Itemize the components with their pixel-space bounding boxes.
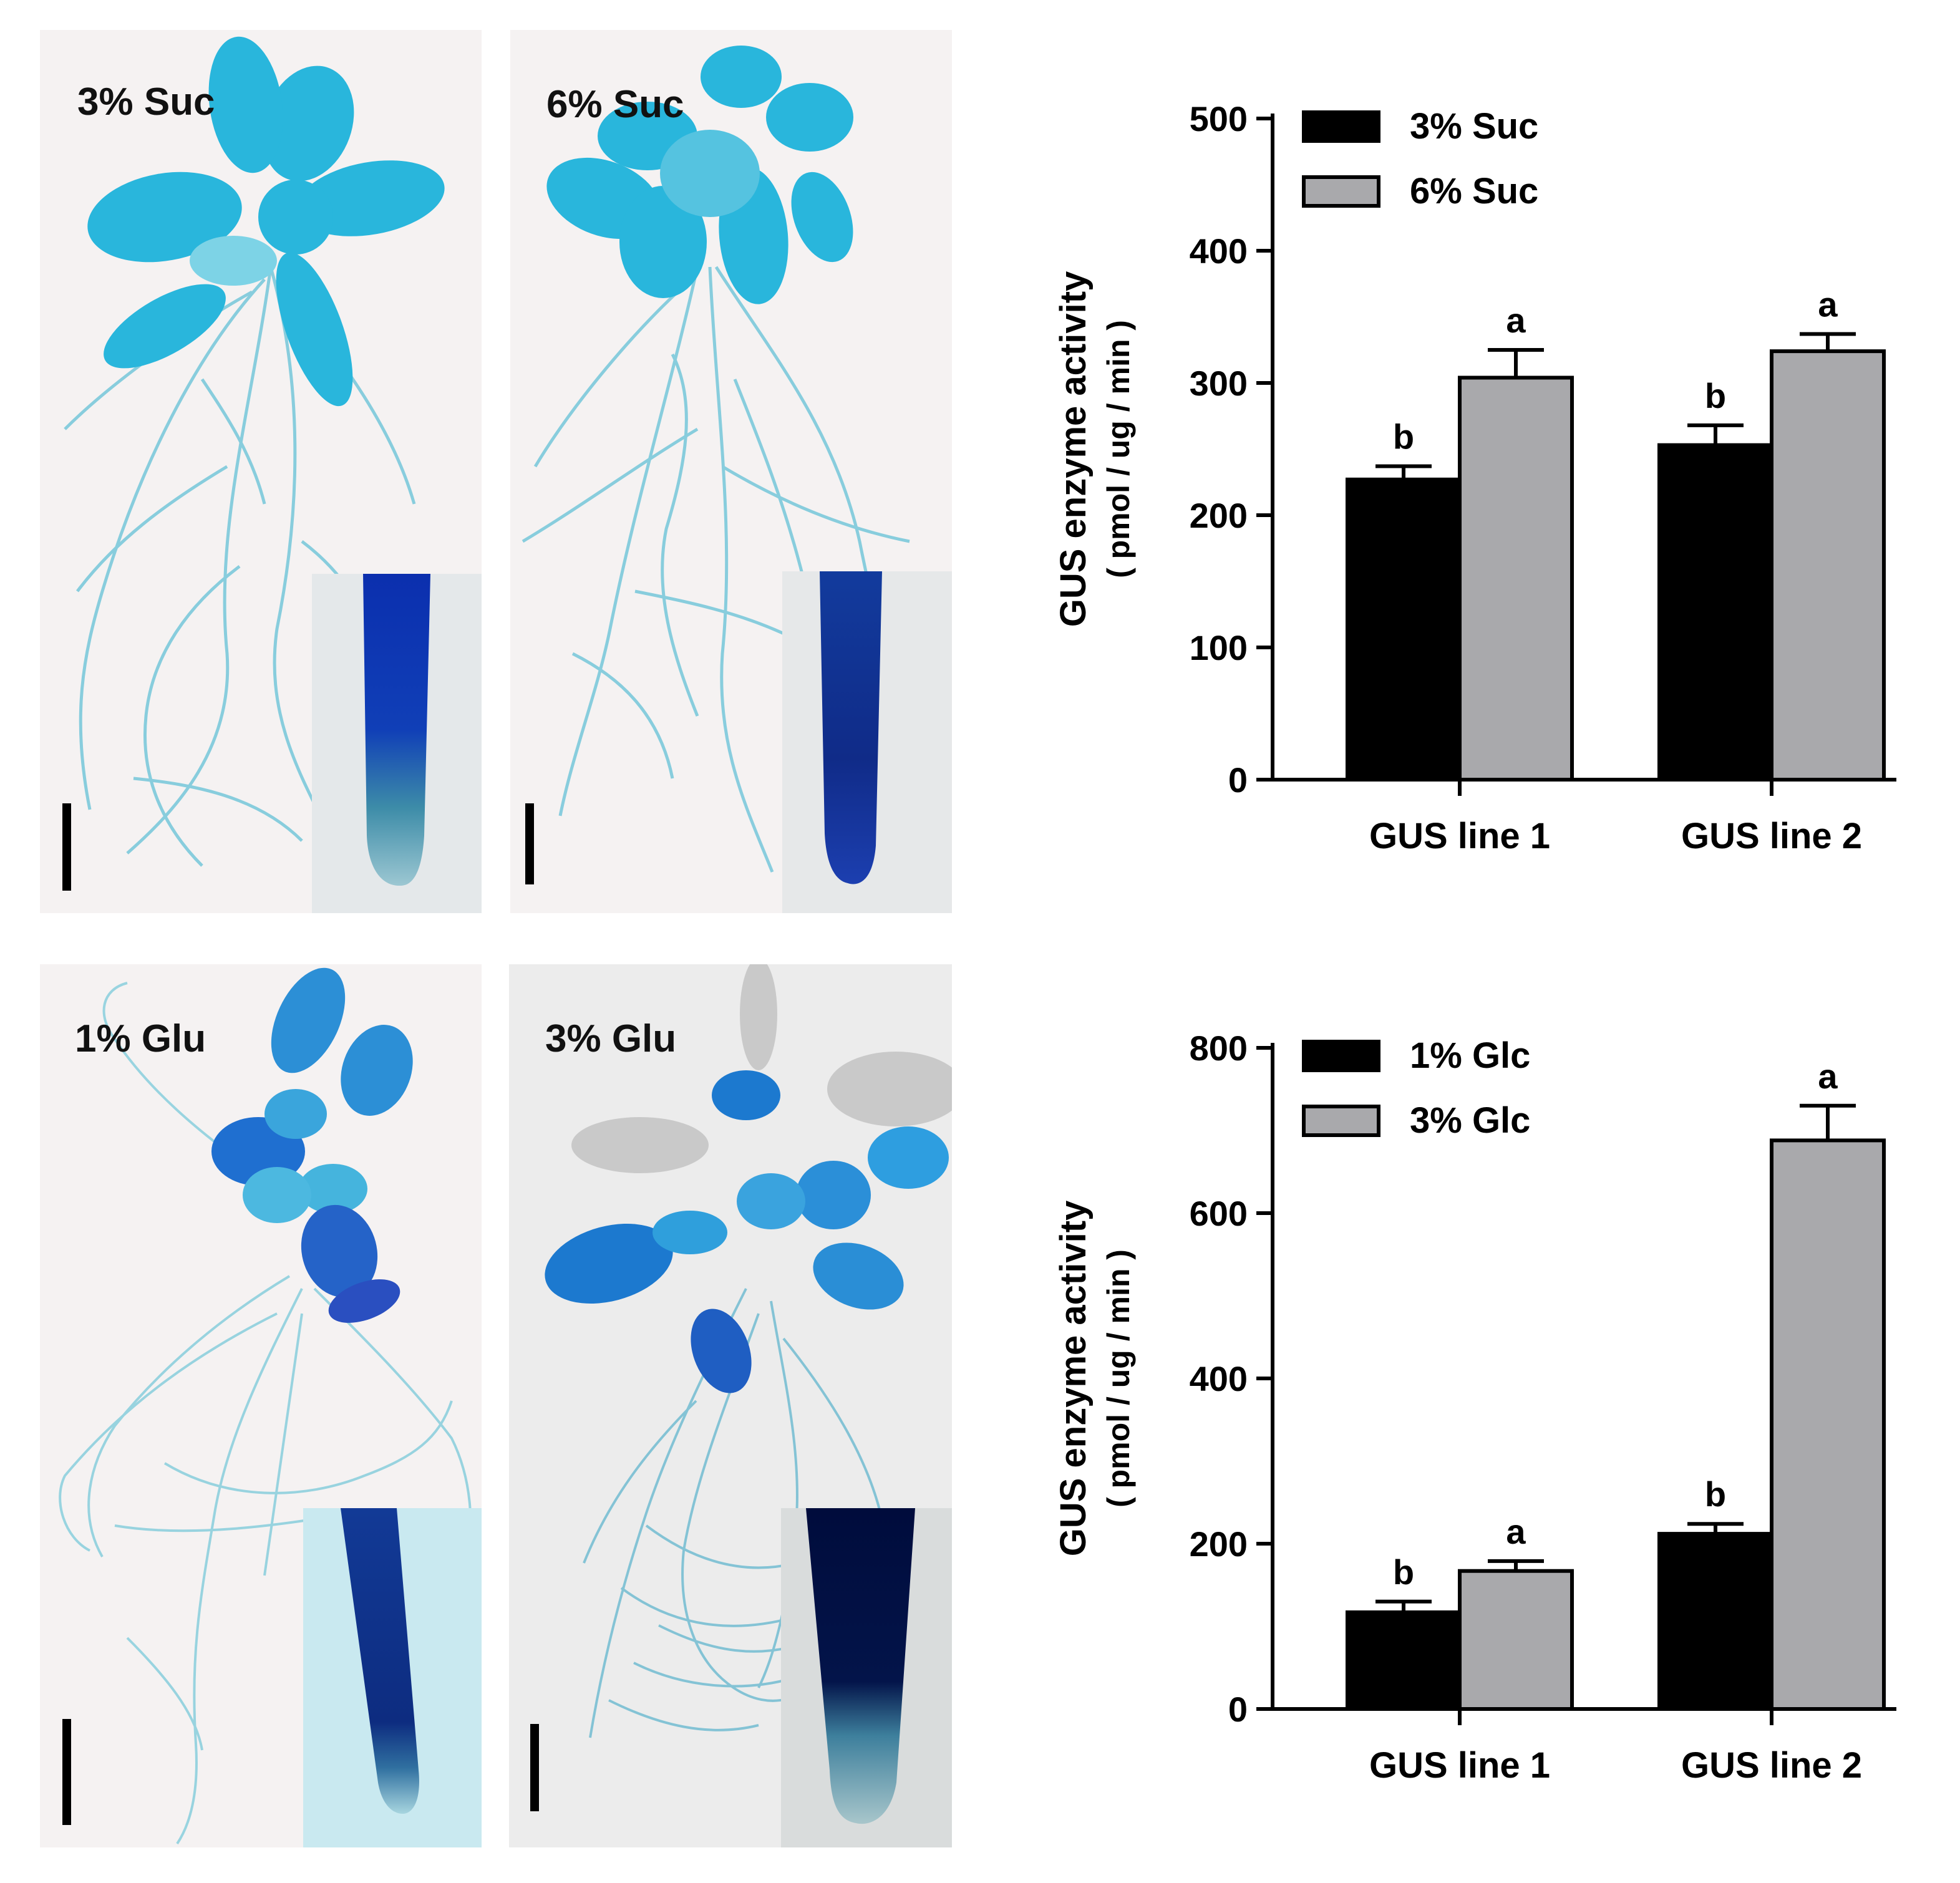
root-tip-inset	[781, 1508, 952, 1847]
bar-chart-sucrose: GUS enzyme activity( pmol / ug / min ) 0 1…	[1036, 94, 1934, 879]
y-axis-units: ( pmol / ug / min )	[1101, 320, 1136, 578]
scale-bar	[62, 1719, 71, 1825]
panel-label: 1% Glu	[75, 1017, 206, 1060]
panel-label: 3% Glu	[545, 1017, 677, 1060]
significance-letter: b	[1393, 417, 1414, 457]
significance-letter: a	[1818, 285, 1838, 324]
y-tick-label: 500	[1190, 99, 1248, 138]
legend-swatch	[1302, 110, 1380, 143]
y-tick-label: 600	[1190, 1194, 1248, 1233]
y-axis-units: ( pmol / ug / min )	[1101, 1249, 1136, 1508]
y-tick-label: 200	[1190, 496, 1248, 535]
x-tick-label: GUS line 1	[1369, 1745, 1550, 1786]
significance-letter: b	[1705, 376, 1726, 415]
y-axis-label: GUS enzyme activity	[1053, 271, 1094, 627]
y-tick-label: 0	[1228, 760, 1248, 800]
significance-letter: a	[1506, 301, 1526, 340]
bar	[1458, 375, 1574, 782]
bar	[1657, 443, 1773, 782]
seedling-image	[64, 36, 445, 867]
significance-letter: b	[1705, 1474, 1726, 1514]
significance-letter: a	[1818, 1057, 1838, 1096]
bar	[1770, 349, 1886, 782]
seedling-image	[522, 46, 910, 873]
legend-swatch	[1302, 175, 1380, 208]
bar	[1458, 1569, 1574, 1711]
panel-label: 3% Suc	[77, 80, 215, 123]
chart-canvas: GUS enzyme activity( pmol / ug / min ) 0 1…	[1053, 99, 1896, 856]
significance-letter: a	[1506, 1512, 1526, 1551]
panel-label: 6% Suc	[546, 83, 684, 126]
y-tick-label: 0	[1228, 1690, 1248, 1729]
y-tick-label: 100	[1190, 628, 1248, 667]
bar-chart-glucose: GUS enzyme activity( pmol / ug / min ) 0 2…	[1036, 1023, 1934, 1809]
legend-label: 3% Glc	[1410, 1100, 1530, 1141]
y-tick-label: 800	[1190, 1029, 1248, 1068]
y-tick-label: 400	[1190, 231, 1248, 271]
bar	[1657, 1532, 1773, 1711]
legend-swatch	[1302, 1105, 1380, 1137]
scale-bar	[525, 803, 534, 884]
root-tip-inset	[782, 571, 952, 913]
bar	[1346, 1610, 1462, 1711]
y-tick-label: 200	[1190, 1524, 1248, 1564]
x-tick-label: GUS line 2	[1681, 816, 1862, 856]
root-tip-inset	[303, 1508, 482, 1847]
legend-label: 1% Glc	[1410, 1035, 1530, 1076]
chart-canvas: GUS enzyme activity( pmol / ug / min ) 0 2…	[1053, 1029, 1896, 1786]
legend-label: 6% Suc	[1410, 171, 1538, 211]
bar	[1346, 477, 1462, 782]
photo-panel-6pct-suc: 6% Suc	[510, 30, 952, 913]
significance-letter: b	[1393, 1552, 1414, 1592]
photo-panel-3pct-suc: 3% Suc	[40, 30, 482, 913]
photo-panel-1pct-glu: 1% Glu	[40, 964, 482, 1847]
x-tick-label: GUS line 2	[1681, 1745, 1862, 1786]
y-axis-label: GUS enzyme activity	[1053, 1201, 1094, 1557]
x-tick-label: GUS line 1	[1369, 816, 1550, 856]
bar	[1770, 1138, 1886, 1711]
seedling-image	[59, 967, 472, 1845]
legend-swatch	[1302, 1040, 1380, 1072]
photo-panel-3pct-glu: 3% Glu	[509, 964, 952, 1847]
scale-bar	[530, 1724, 539, 1811]
y-tick-label: 400	[1190, 1359, 1248, 1398]
scale-bar	[62, 803, 71, 891]
legend-label: 3% Suc	[1410, 106, 1538, 147]
root-tip-inset	[312, 574, 482, 913]
y-tick-label: 300	[1190, 364, 1248, 403]
seedling-image	[545, 964, 952, 1738]
